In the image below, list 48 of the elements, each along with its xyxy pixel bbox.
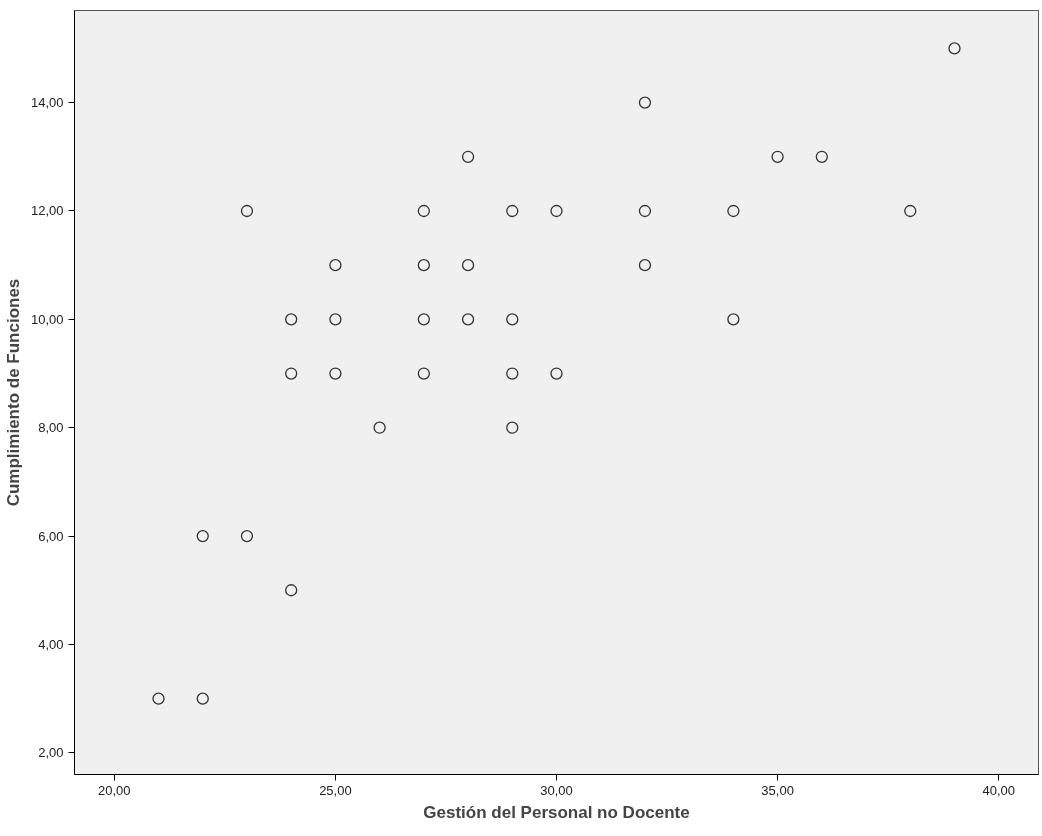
point (771, 150, 784, 163)
x-tick-label: 35,00 (761, 782, 794, 798)
point (550, 204, 563, 218)
point (461, 313, 475, 326)
point (196, 692, 209, 705)
x-axis-title: Gestión del Personal no Docente (423, 802, 690, 822)
point (727, 204, 740, 218)
x-tick-label: 30,00 (540, 782, 573, 798)
point (417, 313, 430, 326)
point (240, 204, 254, 218)
point (506, 313, 519, 326)
point (285, 584, 298, 597)
point (815, 150, 828, 163)
y-tick-label: 6,00 (38, 528, 64, 544)
point (727, 313, 740, 326)
point (948, 42, 961, 55)
y-tick-label: 8,00 (38, 420, 64, 436)
point (550, 367, 563, 380)
point (417, 367, 430, 380)
y-tick-label: 12,00 (30, 203, 64, 219)
point (638, 96, 652, 109)
point (285, 367, 298, 380)
point (506, 367, 519, 380)
point (285, 313, 298, 326)
point (240, 529, 254, 543)
point (329, 313, 342, 326)
point (506, 204, 519, 218)
y-tick-label: 2,00 (38, 745, 64, 761)
point (506, 421, 519, 434)
x-tick-label: 40,00 (982, 782, 1015, 798)
y-axis-title: Cumplimiento de Funciones (3, 278, 23, 507)
point (329, 367, 342, 380)
y-tick-label: 10,00 (30, 311, 64, 327)
y-tick-label: 4,00 (38, 636, 64, 652)
point (329, 259, 342, 272)
point (461, 259, 475, 272)
point (638, 204, 652, 218)
point (461, 150, 475, 163)
point (373, 421, 386, 434)
point (638, 259, 652, 272)
x-tick-label: 25,00 (319, 782, 352, 798)
point (152, 692, 165, 705)
point (417, 259, 430, 272)
point (417, 204, 430, 218)
point (196, 529, 209, 543)
x-tick-label: 20,00 (98, 782, 131, 798)
y-tick-label: 14,00 (30, 95, 64, 111)
point (904, 204, 917, 218)
